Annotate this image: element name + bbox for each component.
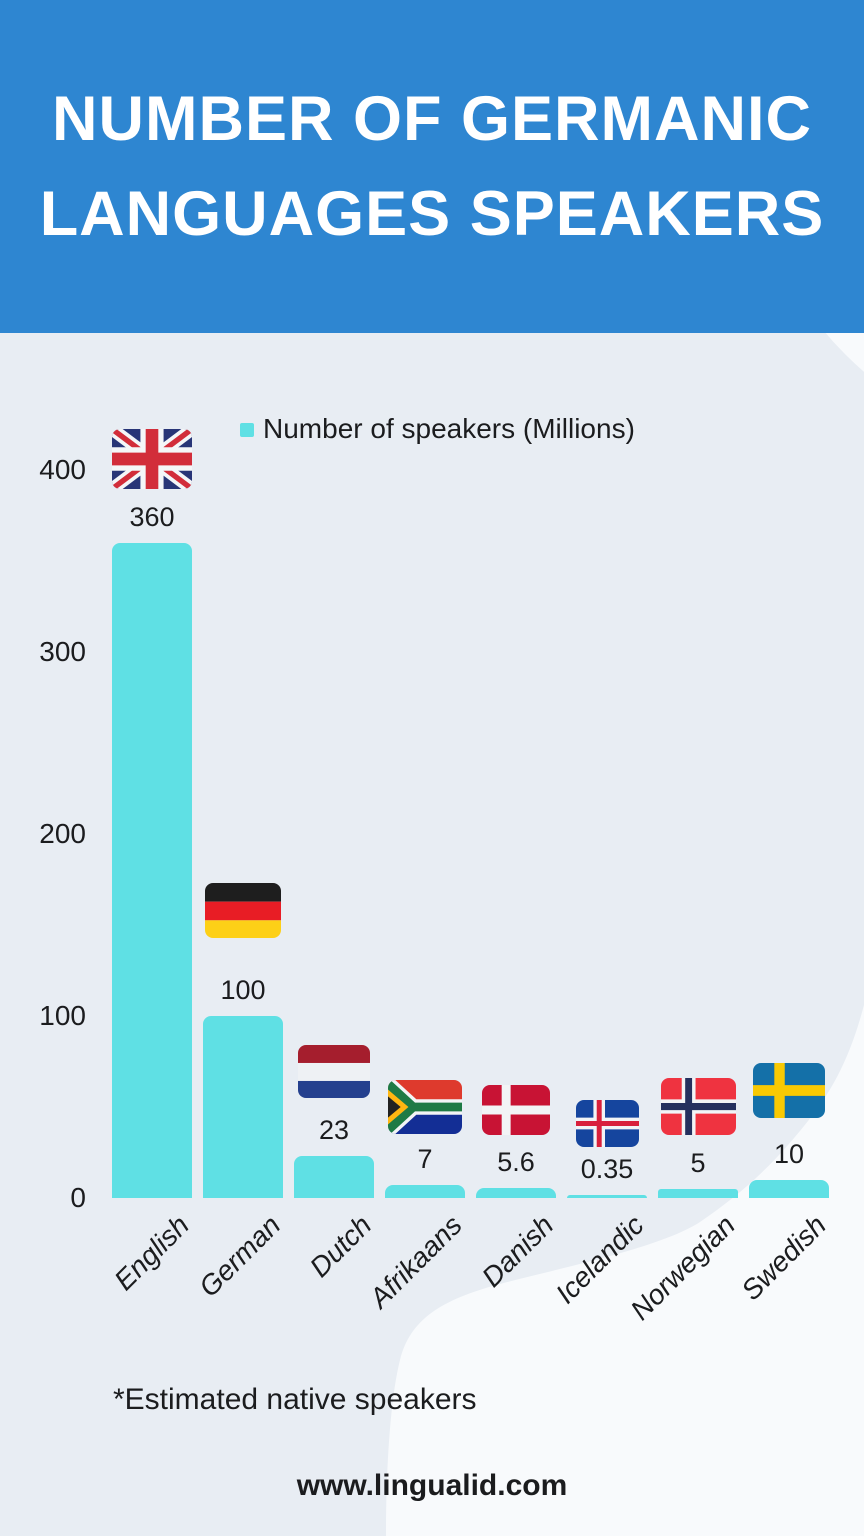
bar-icelandic (567, 1195, 647, 1198)
bar-value-label-german: 100 (220, 975, 266, 1005)
y-tick-label-400: 400 (39, 454, 86, 485)
website-url: www.lingualid.com (296, 1469, 568, 1502)
bar-value-label-norwegian: 5 (690, 1148, 706, 1178)
category-label-swedish: Swedish (735, 1209, 833, 1307)
bar-danish (476, 1188, 556, 1198)
y-tick-label-200: 200 (39, 818, 86, 849)
flag-germany-icon (205, 883, 281, 938)
bar-value-label-dutch: 23 (318, 1115, 350, 1145)
flag-south-africa-icon (388, 1080, 462, 1134)
y-tick-label-0: 0 (70, 1182, 86, 1213)
flag-norway-icon (660, 1078, 736, 1135)
bar-value-label-danish: 5.6 (497, 1147, 535, 1177)
legend-label: Number of speakers (Millions) (263, 413, 635, 444)
y-tick-label-300: 300 (39, 636, 86, 667)
flag-united-kingdom-icon (112, 429, 192, 489)
bar-value-label-swedish: 10 (773, 1139, 805, 1169)
flag-netherlands-icon (298, 1045, 370, 1098)
flag-iceland-icon (575, 1100, 639, 1147)
bar-value-label-english: 360 (129, 502, 175, 532)
footnote: *Estimated native speakers (113, 1383, 477, 1416)
bar-english (112, 543, 192, 1198)
category-label-dutch: Dutch (303, 1209, 378, 1283)
page-title-line-1: NUMBER OF GERMANIC (52, 83, 812, 154)
bar-afrikaans (385, 1185, 465, 1198)
bar-swedish (749, 1180, 829, 1198)
flag-sweden-icon (753, 1063, 825, 1118)
bar-value-label-afrikaans: 7 (417, 1144, 433, 1174)
flag-denmark-icon (482, 1085, 550, 1135)
page-title-line-2: LANGUAGES SPEAKERS (39, 178, 825, 249)
category-label-german: German (192, 1209, 287, 1303)
category-label-danish: Danish (475, 1209, 560, 1293)
bar-german (203, 1016, 283, 1198)
bar-dutch (294, 1156, 374, 1198)
bar-norwegian (658, 1189, 738, 1198)
category-label-afrikaans: Afrikaans (363, 1209, 469, 1314)
title-banner: NUMBER OF GERMANIC LANGUAGES SPEAKERS (0, 0, 864, 333)
y-tick-label-100: 100 (39, 1000, 86, 1031)
category-label-english: English (108, 1209, 196, 1297)
legend-swatch-icon (240, 423, 254, 437)
bar-value-label-icelandic: 0.35 (580, 1154, 634, 1184)
